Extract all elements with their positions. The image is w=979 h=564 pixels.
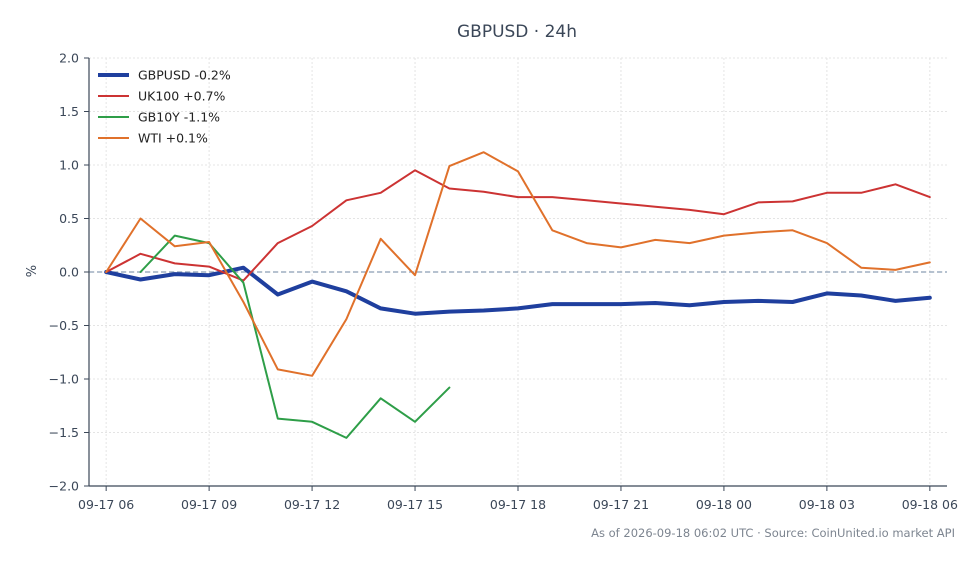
y-tick-label: 1.0 bbox=[59, 158, 79, 173]
legend: GBPUSD -0.2% UK100 +0.7% GB10Y -1.1% WTI +0… bbox=[98, 68, 231, 146]
x-tick-label: 09-17 15 bbox=[387, 497, 443, 512]
x-tick-label: 09-18 00 bbox=[696, 497, 752, 512]
series-line-1 bbox=[105, 169, 931, 282]
series-line-3 bbox=[105, 151, 931, 377]
source-footer: As of 2026-09-18 06:02 UTC · Source: Coi… bbox=[591, 526, 955, 540]
y-tick-label: −1.5 bbox=[49, 425, 79, 440]
series-line-0 bbox=[104, 265, 932, 316]
x-tick-label: 09-17 12 bbox=[284, 497, 340, 512]
x-tick-label: 09-17 18 bbox=[490, 497, 546, 512]
y-tick-label: 0.5 bbox=[59, 211, 79, 226]
y-ticks: 2.0 1.5 1.0 0.5 0.0 −0.5 −1.0 −1.5 −2.0 bbox=[49, 51, 89, 494]
x-tick-label: 09-17 06 bbox=[78, 497, 134, 512]
y-tick-label: −2.0 bbox=[49, 479, 79, 494]
series-group bbox=[104, 151, 932, 439]
legend-label: WTI +0.1% bbox=[138, 131, 208, 146]
x-tick-label: 09-17 09 bbox=[181, 497, 237, 512]
y-tick-label: 2.0 bbox=[59, 51, 79, 66]
y-axis-label: % bbox=[25, 265, 40, 277]
x-tick-label: 09-18 06 bbox=[902, 497, 958, 512]
x-tick-label: 09-18 03 bbox=[799, 497, 855, 512]
x-tick-label: 09-17 21 bbox=[593, 497, 649, 512]
legend-label: GBPUSD -0.2% bbox=[138, 68, 231, 83]
chart-title: GBPUSD · 24h bbox=[457, 22, 577, 42]
y-tick-label: 0.0 bbox=[59, 265, 79, 280]
series-line-2 bbox=[139, 234, 451, 439]
y-tick-label: −1.0 bbox=[49, 372, 79, 387]
y-tick-label: 1.5 bbox=[59, 104, 79, 119]
x-ticks: 09-17 06 09-17 09 09-17 12 09-17 15 09-17 18… bbox=[78, 486, 958, 512]
y-tick-label: −0.5 bbox=[49, 318, 79, 333]
legend-label: GB10Y -1.1% bbox=[138, 110, 220, 125]
legend-label: UK100 +0.7% bbox=[138, 89, 226, 104]
